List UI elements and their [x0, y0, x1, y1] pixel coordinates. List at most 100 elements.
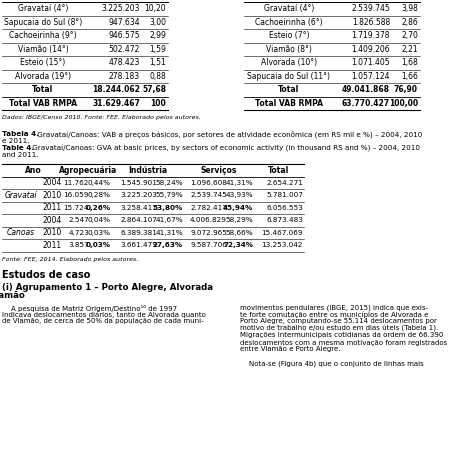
Text: entre Viamão e Porto Alegre.: entre Viamão e Porto Alegre. [240, 346, 340, 353]
Text: 41,31%: 41,31% [225, 180, 253, 186]
Text: 478.423: 478.423 [109, 58, 140, 67]
Text: Canoas: Canoas [7, 228, 35, 237]
Text: 1.057.124: 1.057.124 [352, 72, 390, 81]
Text: 2004: 2004 [42, 178, 62, 187]
Text: deslocamentos com a mesma motivação foram registrados: deslocamentos com a mesma motivação fora… [240, 339, 447, 346]
Text: Total VAB RMPA: Total VAB RMPA [255, 99, 323, 108]
Text: Tabela 4.: Tabela 4. [2, 131, 39, 137]
Text: 1.826.588: 1.826.588 [352, 18, 390, 27]
Text: 2,86: 2,86 [401, 18, 418, 27]
Text: 49.041.868: 49.041.868 [342, 85, 390, 94]
Text: Gravataí: Gravataí [5, 191, 37, 200]
Text: A pesquisa de Matriz Origem/Destino¹⁰ de 1997: A pesquisa de Matriz Origem/Destino¹⁰ de… [2, 304, 177, 311]
Text: Migrações intermunicipais cotidianas da ordem de 66.390: Migrações intermunicipais cotidianas da … [240, 332, 443, 338]
Text: Serviços: Serviços [201, 166, 237, 175]
Text: 1,68: 1,68 [401, 58, 418, 67]
Text: Cachoeirinha (9°): Cachoeirinha (9°) [9, 31, 77, 40]
Text: 45,94%: 45,94% [223, 205, 253, 211]
Text: 31.629.467: 31.629.467 [92, 99, 140, 108]
Text: 13.253.042: 13.253.042 [262, 242, 303, 248]
Text: 2.539.745: 2.539.745 [190, 192, 227, 198]
Text: te forte comutação entre os municípios de Alvorada e: te forte comutação entre os municípios d… [240, 311, 428, 318]
Text: 0,26%: 0,26% [86, 205, 111, 211]
Text: 1.096.608: 1.096.608 [190, 180, 227, 186]
Text: 1,66: 1,66 [401, 72, 418, 81]
Text: Esteio (7°): Esteio (7°) [269, 31, 309, 40]
Text: motivo de trabalho e/ou estudo em dias úteis (Tabela 1).: motivo de trabalho e/ou estudo em dias ú… [240, 326, 438, 332]
Text: Esteio (15°): Esteio (15°) [20, 58, 65, 67]
Text: 11.762: 11.762 [64, 180, 89, 186]
Text: 18.244.062: 18.244.062 [92, 85, 140, 94]
Text: 0,03%: 0,03% [88, 230, 111, 236]
Text: 15.467.069: 15.467.069 [262, 230, 303, 236]
Text: 55,79%: 55,79% [155, 192, 183, 198]
Text: 6.389.381: 6.389.381 [120, 230, 157, 236]
Text: 2.864.107: 2.864.107 [120, 217, 157, 223]
Text: Ano: Ano [25, 166, 41, 175]
Text: 2004: 2004 [42, 216, 62, 225]
Text: 0,28%: 0,28% [88, 192, 111, 198]
Text: 4.006.829: 4.006.829 [190, 217, 227, 223]
Text: Nota-se (Figura 4b) que o conjunto de linhas mais: Nota-se (Figura 4b) que o conjunto de li… [240, 361, 424, 367]
Text: 72,34%: 72,34% [223, 242, 253, 248]
Text: Gravataí (4°): Gravataí (4°) [18, 4, 68, 13]
Text: Indústria: Indústria [128, 166, 168, 175]
Text: Gravataí (4°): Gravataí (4°) [264, 4, 314, 13]
Text: Agropecuária: Agropecuária [59, 166, 117, 175]
Text: Total: Total [32, 85, 54, 94]
Text: 2,21: 2,21 [401, 45, 418, 54]
Text: 1,59: 1,59 [149, 45, 166, 54]
Text: 3,00: 3,00 [149, 18, 166, 27]
Text: 15.724: 15.724 [64, 205, 89, 211]
Text: 2011: 2011 [43, 203, 62, 212]
Text: 6.873.483: 6.873.483 [266, 217, 303, 223]
Text: 100: 100 [150, 99, 166, 108]
Text: Estudos de caso: Estudos de caso [2, 271, 91, 281]
Text: de Viamão, de cerca de 50% da população de cada muni-: de Viamão, de cerca de 50% da população … [2, 319, 204, 325]
Text: Cachoeirinha (6°): Cachoeirinha (6°) [255, 18, 323, 27]
Text: Alvorada (10°): Alvorada (10°) [261, 58, 317, 67]
Text: 58,24%: 58,24% [155, 180, 183, 186]
Text: 3.258.411: 3.258.411 [120, 205, 157, 211]
Text: 502.472: 502.472 [109, 45, 140, 54]
Text: 2010: 2010 [42, 191, 62, 200]
Text: 3.225.203: 3.225.203 [101, 4, 140, 13]
Text: 58,66%: 58,66% [225, 230, 253, 236]
Text: 947.634: 947.634 [109, 18, 140, 27]
Text: and 2011.: and 2011. [2, 152, 38, 158]
Text: 63.770.427: 63.770.427 [342, 99, 390, 108]
Text: 4.723: 4.723 [68, 230, 89, 236]
Text: 2.782.417: 2.782.417 [190, 205, 227, 211]
Text: Alvorada (19°): Alvorada (19°) [15, 72, 71, 81]
Text: 0,44%: 0,44% [88, 180, 111, 186]
Text: 2,99: 2,99 [149, 31, 166, 40]
Text: movimentos pendulares (IBGE, 2015) indica que exis-: movimentos pendulares (IBGE, 2015) indic… [240, 304, 428, 311]
Text: Total: Total [278, 85, 300, 94]
Text: 1.071.405: 1.071.405 [351, 58, 390, 67]
Text: 2.654.271: 2.654.271 [266, 180, 303, 186]
Text: 53,80%: 53,80% [153, 205, 183, 211]
Text: 1.719.378: 1.719.378 [352, 31, 390, 40]
Text: 1.545.901: 1.545.901 [120, 180, 157, 186]
Text: Dados: IBGE/Censo 2010. Fonte: FEE. Elaborado pelos autores.: Dados: IBGE/Censo 2010. Fonte: FEE. Elab… [2, 115, 201, 120]
Text: 58,29%: 58,29% [225, 217, 253, 223]
Text: 2011: 2011 [43, 241, 62, 250]
Text: 10,20: 10,20 [145, 4, 166, 13]
Text: Gravataí/Canoas: VAB a preços básicos, por setores de atividade econômica (em RS: Gravataí/Canoas: VAB a preços básicos, p… [35, 131, 422, 138]
Text: 41,67%: 41,67% [155, 217, 183, 223]
Text: e 2011.: e 2011. [2, 138, 29, 144]
Text: 27,63%: 27,63% [153, 242, 183, 248]
Text: 2.547: 2.547 [68, 217, 89, 223]
Text: Viamão (14°): Viamão (14°) [18, 45, 68, 54]
Text: indicava deslocamentos diários, tanto de Alvorada quanto: indicava deslocamentos diários, tanto de… [2, 311, 206, 318]
Text: 43,93%: 43,93% [225, 192, 253, 198]
Text: 41,31%: 41,31% [155, 230, 183, 236]
Text: 100,00: 100,00 [389, 99, 418, 108]
Text: 6.056.553: 6.056.553 [266, 205, 303, 211]
Text: 1.409.206: 1.409.206 [351, 45, 390, 54]
Text: 0,03%: 0,03% [86, 242, 111, 248]
Text: Fonte: FEE, 2014. Elaborado pelos autores.: Fonte: FEE, 2014. Elaborado pelos autore… [2, 256, 138, 262]
Text: Total VAB RMPA: Total VAB RMPA [9, 99, 77, 108]
Text: 76,90: 76,90 [394, 85, 418, 94]
Text: 2.539.745: 2.539.745 [351, 4, 390, 13]
